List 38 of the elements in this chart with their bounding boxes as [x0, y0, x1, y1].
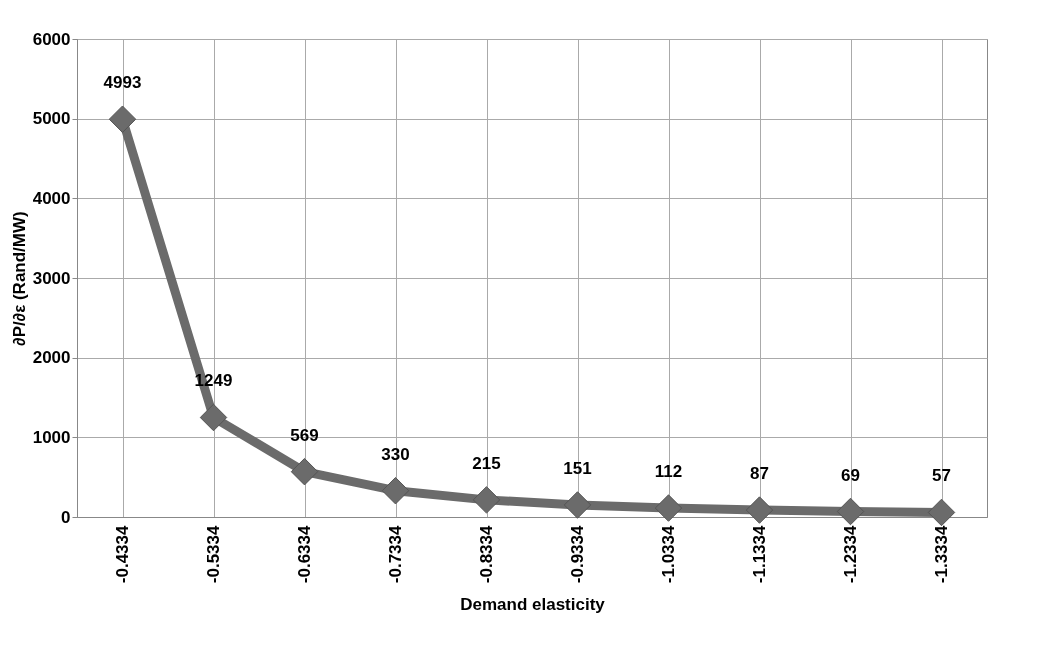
data-label: 69	[841, 465, 860, 485]
x-tick-label: -0.7334	[386, 524, 405, 584]
data-label: 569	[290, 425, 319, 445]
x-tick-label: -1.3334	[932, 524, 951, 584]
y-tick-label: 6000	[32, 29, 71, 49]
x-tick-label: -1.0334	[659, 524, 678, 584]
y-tick-label: 0	[61, 507, 71, 527]
point	[654, 494, 683, 522]
point	[199, 403, 228, 432]
y-tick-label: 3000	[32, 268, 71, 288]
point	[381, 476, 410, 505]
data-label: 4993	[103, 73, 142, 93]
data-label: 151	[563, 458, 592, 478]
x-tick-label: -0.8334	[477, 524, 496, 584]
x-tick-label: -0.6334	[295, 524, 314, 584]
x-tick-label: -0.4334	[113, 524, 132, 584]
x-tick-label: -1.1334	[750, 524, 769, 584]
data-label: 330	[381, 444, 410, 464]
y-tick-label: 5000	[32, 109, 71, 129]
y-tick-label: 4000	[32, 188, 71, 208]
x-tick-label: -1.2334	[841, 524, 860, 584]
x-tick-label: -0.5334	[204, 524, 223, 584]
y-tick-label: 2000	[32, 348, 71, 368]
data-label: 215	[472, 453, 501, 473]
point	[927, 498, 956, 527]
y-axis-title: ∂P/∂ε (Rand/MW)	[9, 211, 29, 346]
x-axis-title: Demand elasticity	[460, 595, 606, 615]
point	[108, 105, 137, 133]
data-label: 57	[932, 466, 951, 486]
point	[563, 491, 592, 519]
point	[290, 457, 319, 486]
data-label: 112	[654, 462, 683, 482]
y-tick-label: 1000	[32, 427, 71, 447]
x-tick-label: -0.9334	[568, 524, 587, 584]
point	[836, 497, 865, 526]
data-label: 87	[750, 464, 769, 484]
point	[745, 496, 774, 524]
point	[472, 486, 501, 514]
